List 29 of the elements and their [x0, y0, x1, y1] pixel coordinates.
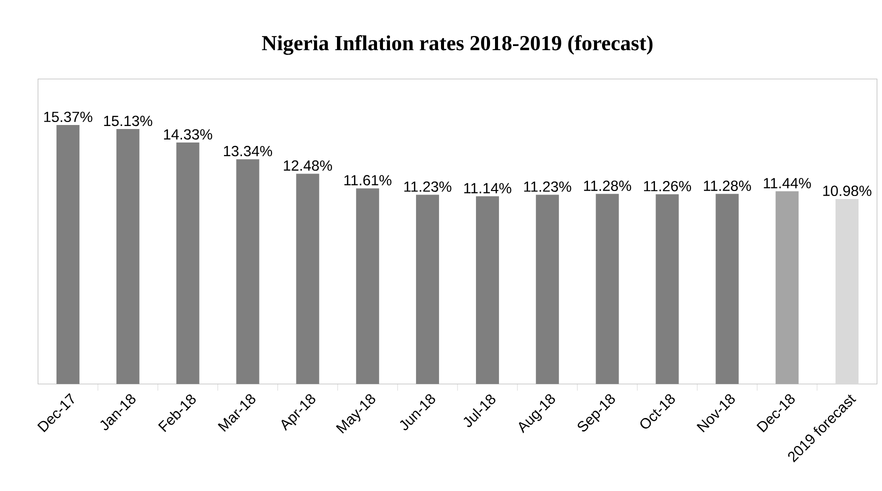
data-label: 11.14%: [464, 183, 512, 194]
bar: [56, 124, 80, 384]
bar: [356, 188, 380, 384]
bar: [776, 191, 799, 384]
bar: [296, 174, 320, 384]
data-label: 11.23%: [404, 181, 452, 192]
data-label: 10.98%: [823, 186, 872, 196]
bar: [836, 198, 859, 384]
data-label: 11.44%: [764, 178, 811, 188]
chart-title: Nigeria Inflation rates 2018-2019 (forecast): [262, 35, 652, 55]
bar: [656, 194, 679, 384]
data-label: 15.13%: [104, 116, 152, 126]
data-label: 11.23%: [524, 181, 572, 192]
bar: [116, 129, 140, 384]
bar: [476, 196, 499, 384]
data-label: 12.48%: [284, 160, 332, 171]
data-label: 11.28%: [584, 180, 632, 191]
bar: [236, 159, 260, 384]
data-label: 11.26%: [644, 180, 692, 192]
bar: [596, 194, 619, 384]
bar: [536, 194, 559, 384]
bar: [716, 194, 739, 384]
data-label: 15.37%: [44, 112, 92, 122]
data-label: 11.61%: [344, 175, 392, 186]
data-label: 11.28%: [704, 180, 751, 191]
bar: [416, 194, 440, 384]
bar: [176, 142, 200, 384]
data-label: 14.33%: [164, 129, 212, 140]
data-label: 13.34%: [224, 146, 272, 156]
